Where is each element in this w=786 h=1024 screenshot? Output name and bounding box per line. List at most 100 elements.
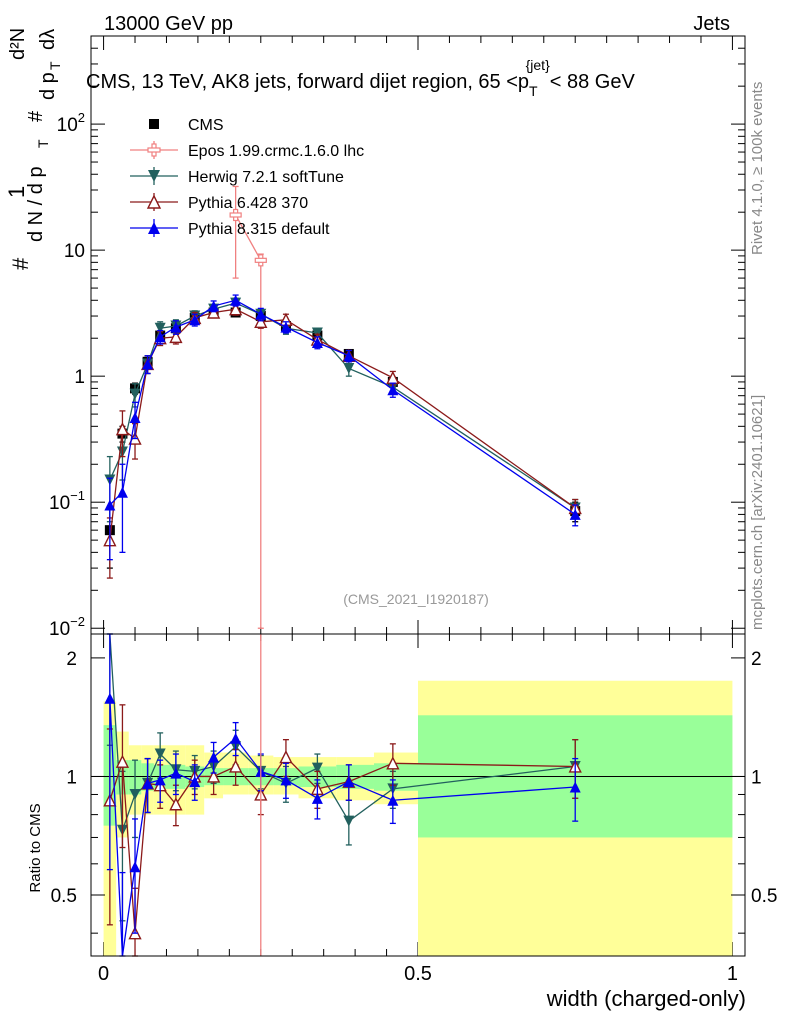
marker-triangle-up [142,358,154,370]
marker-triangle-up [569,781,581,793]
x-tick-label: 1 [727,963,738,985]
ratio-y-tick-label-right: 0.5 [751,886,777,907]
marker-triangle-up-open [254,314,268,328]
y-tick-label-base: 1 [74,367,85,388]
marker-triangle-up [116,486,128,498]
marker-triangle-up-open [169,797,183,811]
marker-triangle-up [208,751,220,763]
ratio-plot-area: 0.5 0.5 1 1 2 2 [51,633,777,957]
y-label-num: 1 [4,186,29,198]
rivet-label: Rivet 4.1.0, ≥ 100k events [749,82,766,255]
y-tick-label-base: 10 [49,493,70,514]
marker-triangle-up [142,777,154,789]
marker-triangle-up-open [279,750,293,764]
series-line [235,214,262,261]
marker-triangle-up-open [229,302,243,316]
marker-cross-h [229,212,242,218]
y-label-hash2: # [25,110,47,122]
ratio-y-tick-label-right: 1 [751,767,762,788]
marker-triangle-up [255,308,267,320]
y-tick-label-exp: 2 [78,110,85,125]
plot-title-tail: < 88 GeV [550,71,636,93]
x-tick-label: 0.5 [404,963,432,985]
y-tick-label: 10−2 [49,614,85,640]
marker-cross [147,143,161,157]
marker-triangle-up [343,776,355,788]
marker-cross [254,254,267,267]
marker-cross-h [147,147,161,153]
legend-label: Epos 1.99.crmc.1.6.0 lhc [188,143,364,160]
y-tick-label-exp: −1 [70,488,85,503]
marker-triangle-up [230,732,242,744]
marker-triangle-up [280,321,292,333]
series-pythia-8-315-default [104,294,581,561]
marker-triangle-up-open [115,422,130,436]
plot-title-sub: T [529,83,538,99]
marker-cross [229,208,242,222]
y-tick-label: 10−1 [49,488,85,514]
ratio-y-tick-label: 2 [66,649,77,670]
marker-triangle-up [154,331,166,343]
marker-triangle-up-open [146,194,162,209]
series-pythia-6-428-370 [103,302,582,579]
marker-triangle-down [129,388,141,400]
y-axis-label: # 1 d N / d p T # d²N d p T dλ [4,28,63,270]
marker-triangle-up [189,314,201,326]
main-series [103,185,582,629]
marker-triangle-up-open [169,329,183,344]
marker-triangle-up [104,692,116,704]
y-tick-label-base: 10 [64,241,85,262]
marker-triangle-down [343,815,355,827]
y-tick-label-exp: −2 [70,614,85,629]
header-right: Jets [693,13,730,35]
legend-entry: Herwig 7.2.1 softTune [130,167,344,186]
x-axis-label: width (charged-only) [546,986,746,1011]
y-label-dp-sub: T [47,61,63,70]
ratio-y-label: Ratio to CMS [27,803,44,892]
legend-entry: CMS [149,117,224,134]
marker-triangle-up [104,499,116,511]
marker-triangle-up-open [115,754,130,768]
ratio-bands [103,680,733,956]
legend: CMS Epos 1.99.crmc.1.6.0 lhc Herwig 7.2.1 … [130,117,364,238]
marker-square [149,119,159,129]
marker-triangle-down [148,170,160,182]
marker-triangle-down [343,363,355,375]
ratio-y-tick-label: 0.5 [51,886,77,907]
marker-triangle-up [387,384,399,396]
marker-triangle-up [343,350,355,362]
legend-entry: Pythia 6.428 370 [130,193,308,212]
ratio-y-tick-label: 1 [66,767,77,788]
series-line [109,308,576,541]
y-label-den: d N / d p [25,166,47,242]
marker-triangle-up-open [386,756,400,770]
ratio-y-tick-label-right: 2 [751,649,762,670]
y-tick-label-base: 10 [57,115,78,136]
plot-title: CMS, 13 TeV, AK8 jets, forward dijet reg… [86,57,635,99]
legend-label: Pythia 6.428 370 [188,195,308,212]
y-tick-label: 10 [64,241,85,262]
y-label-dlam: dλ [37,29,59,50]
marker-triangle-down [154,322,166,334]
marker-triangle-up-open [206,305,221,319]
y-tick-label: 102 [57,110,85,136]
y-label-d2n: d²N [7,28,29,60]
marker-triangle-up [311,792,323,804]
marker-triangle-up [129,861,141,873]
marker-triangle-up [170,321,182,333]
marker-triangle-up [311,336,323,348]
legend-label: CMS [188,117,224,134]
marker-triangle-up-open [206,769,221,783]
mcplots-label: mcplots.cern.ch [arXiv:2401.10621] [749,395,766,630]
marker-triangle-up [387,794,399,806]
plot-title-main: CMS, 13 TeV, AK8 jets, forward dijet reg… [86,71,529,93]
marker-triangle-up [154,774,166,786]
marker-triangle-up [569,508,581,520]
plot-title-sup: {jet} [526,57,550,73]
analysis-watermark: (CMS_2021_I1920187) [343,591,489,607]
marker-triangle-up [189,776,201,788]
series-cms [104,307,581,569]
marker-triangle-up [129,411,141,423]
